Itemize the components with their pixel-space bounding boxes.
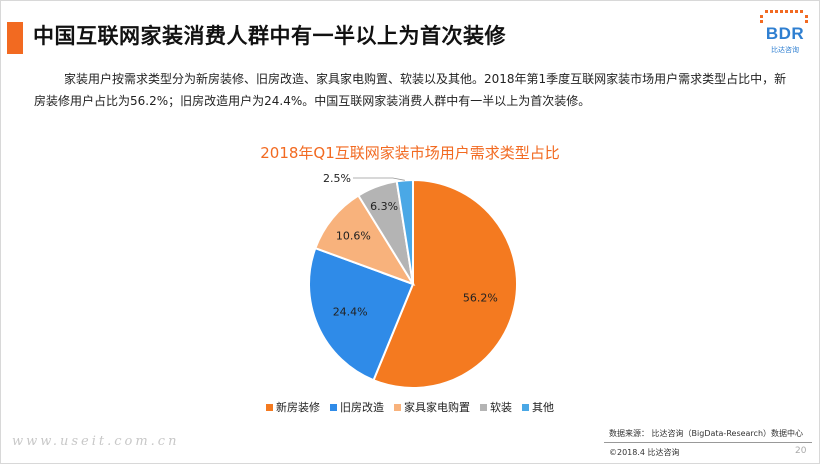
legend-item-soft-decor: 软装: [480, 399, 512, 415]
logo-text: BDR: [765, 24, 805, 43]
legend-swatch-soft-decor: [480, 403, 487, 411]
pie-label-furniture: 10.6%: [336, 229, 371, 242]
pie-label-new-house: 56.2%: [463, 291, 498, 304]
pie-slice-other: [395, 178, 414, 285]
logo-subtext: 比达咨询: [771, 46, 799, 54]
title-accent-bar: [7, 22, 23, 54]
legend-item-new-house: 新房装修: [266, 399, 320, 415]
legend-swatch-other: [522, 403, 529, 411]
page-title: 中国互联网家装消费人群中有一半以上为首次装修: [33, 24, 506, 48]
pie-label-other: 2.5%: [323, 172, 351, 185]
legend-swatch-old-house: [330, 403, 337, 411]
legend-label-new-house: 新房装修: [276, 401, 320, 414]
watermark: www.useit.com.cn: [12, 434, 180, 449]
chart-legend: 新房装修 旧房改造 家具家电购置 软装 其他: [0, 399, 820, 415]
legend-item-old-house: 旧房改造: [330, 399, 384, 415]
legend-label-furniture: 家具家电购置: [404, 401, 470, 414]
legend-swatch-new-house: [266, 403, 273, 411]
pie-label-old-house: 24.4%: [333, 306, 368, 319]
pie-slice-furniture: [314, 194, 416, 286]
legend-label-other: 其他: [532, 401, 554, 414]
legend-label-soft-decor: 软装: [490, 401, 512, 414]
pie-slice-old-house: [308, 246, 415, 382]
legend-item-furniture: 家具家电购置: [394, 399, 470, 415]
pie-label-soft-decor: 6.3%: [370, 200, 398, 213]
legend-label-old-house: 旧房改造: [340, 401, 384, 414]
footer-divider: [604, 442, 812, 443]
pie-slice-new-house: [372, 178, 518, 389]
bdr-logo-icon: [760, 10, 808, 23]
legend-swatch-furniture: [394, 403, 401, 411]
data-source: 数据来源： 比达咨询（BigData-Research）数据中心: [609, 429, 804, 438]
page-number: 20: [795, 446, 807, 456]
copyright: ©2018.4 比达咨询: [609, 448, 680, 457]
pie-leader-other: [353, 177, 405, 181]
legend-item-other: 其他: [522, 399, 554, 415]
description-paragraph: 家装用户按需求类型分为新房装修、旧房改造、家具家电购置、软装以及其他。2018年…: [34, 72, 787, 108]
chart-title: 2018年Q1互联网家装市场用户需求类型占比: [260, 144, 560, 162]
